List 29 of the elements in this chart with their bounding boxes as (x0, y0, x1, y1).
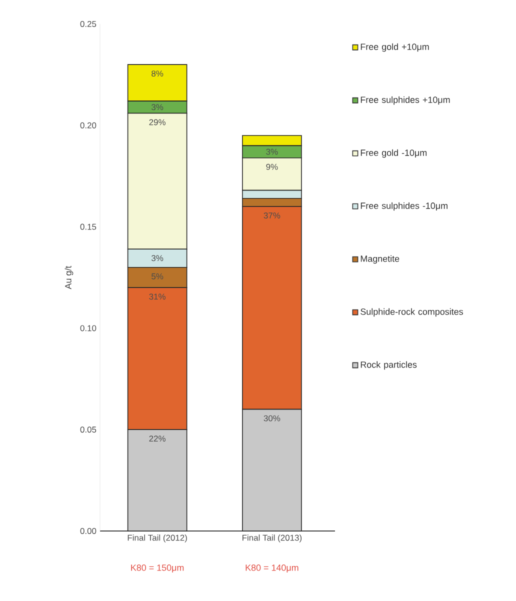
y-tick-label: 0.25 (80, 21, 96, 27)
annotation: 8% (152, 70, 164, 77)
x-tick-label: Final Tail (2013) (242, 534, 302, 542)
annotation: 3% (266, 148, 278, 155)
text: K80 = 150μm (131, 564, 184, 572)
y-tick-label: 0.10 (80, 325, 96, 332)
annotation: 3% (152, 255, 164, 262)
annotation: 3% (152, 104, 164, 110)
y-axis-title: Au g/t (64, 266, 74, 290)
legend-label: Magnetite (360, 255, 400, 264)
y-tick-label: 0.00 (80, 528, 96, 534)
legend-label: Rock particles (360, 361, 417, 370)
legend-label: Sulphide-rock composites (360, 308, 463, 317)
annotation: 31% (149, 294, 166, 300)
legend-label: Free gold +10μm (360, 43, 429, 52)
annotation: 29% (149, 119, 166, 126)
legend-label: Free gold -10μm (360, 149, 427, 158)
annotation: 5% (152, 273, 164, 280)
legend-label: Free sulphides -10μm (360, 202, 448, 211)
annotation: 30% (264, 415, 280, 422)
y-tick-label: 0.05 (80, 426, 96, 433)
legend-label: Free sulphides +10μm (360, 96, 450, 105)
text: K80 = 140μm (246, 564, 298, 572)
y-tick-label: 0.15 (80, 224, 96, 230)
annotation: 9% (266, 164, 278, 170)
annotation: 37% (264, 212, 280, 219)
y-tick-label: 0.20 (80, 122, 96, 128)
annotation: 22% (149, 436, 166, 442)
x-tick-label: Final Tail (2012) (128, 534, 187, 542)
